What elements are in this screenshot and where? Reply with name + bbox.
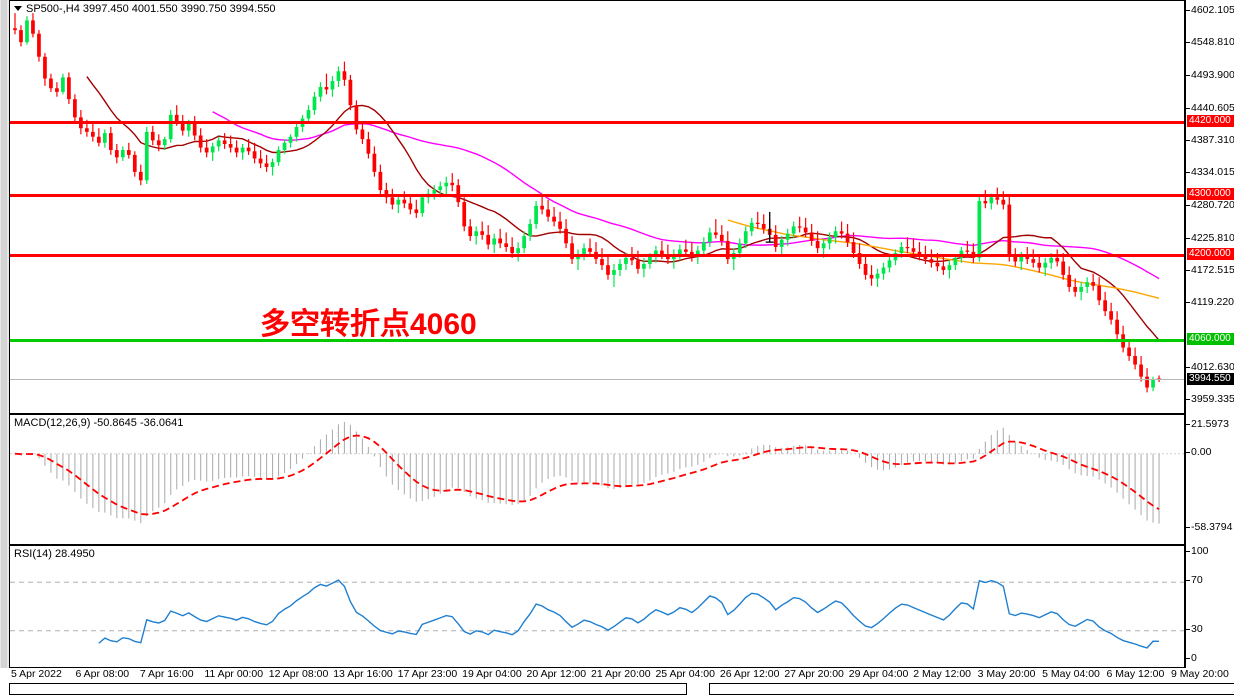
horizontal-scrollbar-track-left[interactable] xyxy=(9,683,687,695)
time-tick-label: 5 May 04:00 xyxy=(1042,668,1100,680)
symbol-ohlc-text: SP500-,H4 3997.450 4001.550 3990.750 399… xyxy=(26,3,276,15)
time-axis: 5 Apr 2022 6 Apr 08:00 7 Apr 16:00 11 Apr 0… xyxy=(9,668,1234,682)
level-line-3994-55[interactable] xyxy=(10,378,1184,380)
rsi-pane[interactable]: RSI(14) 28.4950 xyxy=(9,545,1185,668)
time-tick-label: 20 Apr 12:00 xyxy=(526,668,587,680)
time-tick-label: 11 Apr 00:00 xyxy=(204,668,264,680)
chart-annotation-text: 多空转折点4060 xyxy=(260,308,477,342)
time-tick-label: 3 May 20:00 xyxy=(977,668,1036,680)
price-badge-last-price[interactable]: 3994.550 xyxy=(1187,372,1234,385)
price-chart-pane[interactable]: SP500-,H4 3997.450 4001.550 3990.750 399… xyxy=(9,0,1185,414)
price-badge-resistance[interactable]: 4420.000 xyxy=(1187,115,1234,128)
level-line-4300[interactable] xyxy=(10,193,1184,197)
horizontal-scrollbar-track-right[interactable] xyxy=(709,683,1234,695)
time-tick-label: 29 Apr 04:00 xyxy=(848,668,909,680)
time-tick-label: 2 May 12:00 xyxy=(913,668,972,680)
time-tick-label: 27 Apr 20:00 xyxy=(784,668,844,680)
collapse-caret-icon[interactable] xyxy=(14,5,22,11)
time-tick-label: 5 Apr 2022 xyxy=(11,668,62,680)
rsi-label: RSI(14) 28.4950 xyxy=(14,548,95,560)
level-line-4060[interactable] xyxy=(10,339,1184,343)
time-tick-label: 25 Apr 04:00 xyxy=(655,668,715,680)
time-tick-label: 12 Apr 08:00 xyxy=(268,668,329,680)
macd-plot-layer xyxy=(10,421,1184,524)
price-badge-support[interactable]: 4060.000 xyxy=(1187,333,1234,346)
macd-label: MACD(12,26,9) -50.8645 -36.0641 xyxy=(14,417,184,429)
macd-axis: 21.5973 0.00 -58.3794 xyxy=(1185,414,1234,545)
horizontal-scrollbar[interactable] xyxy=(9,682,1234,695)
level-line-4420[interactable] xyxy=(10,121,1184,125)
time-tick-label: 6 May 12:00 xyxy=(1106,668,1165,680)
time-tick-label: 6 Apr 08:00 xyxy=(75,668,130,680)
rsi-axis: 100 70 30 0 xyxy=(1185,545,1234,668)
price-axis[interactable]: 4602.105 4548.810 4493.900 4440.605 4387.310… xyxy=(1185,0,1234,414)
vertical-scrollbar-thumb[interactable] xyxy=(1,0,7,668)
price-candles-layer xyxy=(13,13,1161,393)
time-tick-label: 9 May 20:00 xyxy=(1171,668,1229,680)
time-tick-label: 19 Apr 04:00 xyxy=(462,668,522,680)
price-badge-resistance[interactable]: 4300.000 xyxy=(1187,187,1234,200)
time-tick-label: 21 Apr 20:00 xyxy=(591,668,651,680)
rsi-plot-layer xyxy=(10,579,1184,649)
time-tick-label: 17 Apr 23:00 xyxy=(397,668,458,680)
symbol-label[interactable]: SP500-,H4 3997.450 4001.550 3990.750 399… xyxy=(14,3,276,15)
time-tick-label: 13 Apr 16:00 xyxy=(333,668,393,680)
macd-pane[interactable]: MACD(12,26,9) -50.8645 -36.0641 xyxy=(9,414,1185,545)
time-tick-label: 26 Apr 12:00 xyxy=(719,668,780,680)
time-tick-label: 7 Apr 16:00 xyxy=(139,668,194,680)
level-line-4200[interactable] xyxy=(10,254,1184,258)
price-badge-resistance[interactable]: 4200.000 xyxy=(1187,248,1234,261)
